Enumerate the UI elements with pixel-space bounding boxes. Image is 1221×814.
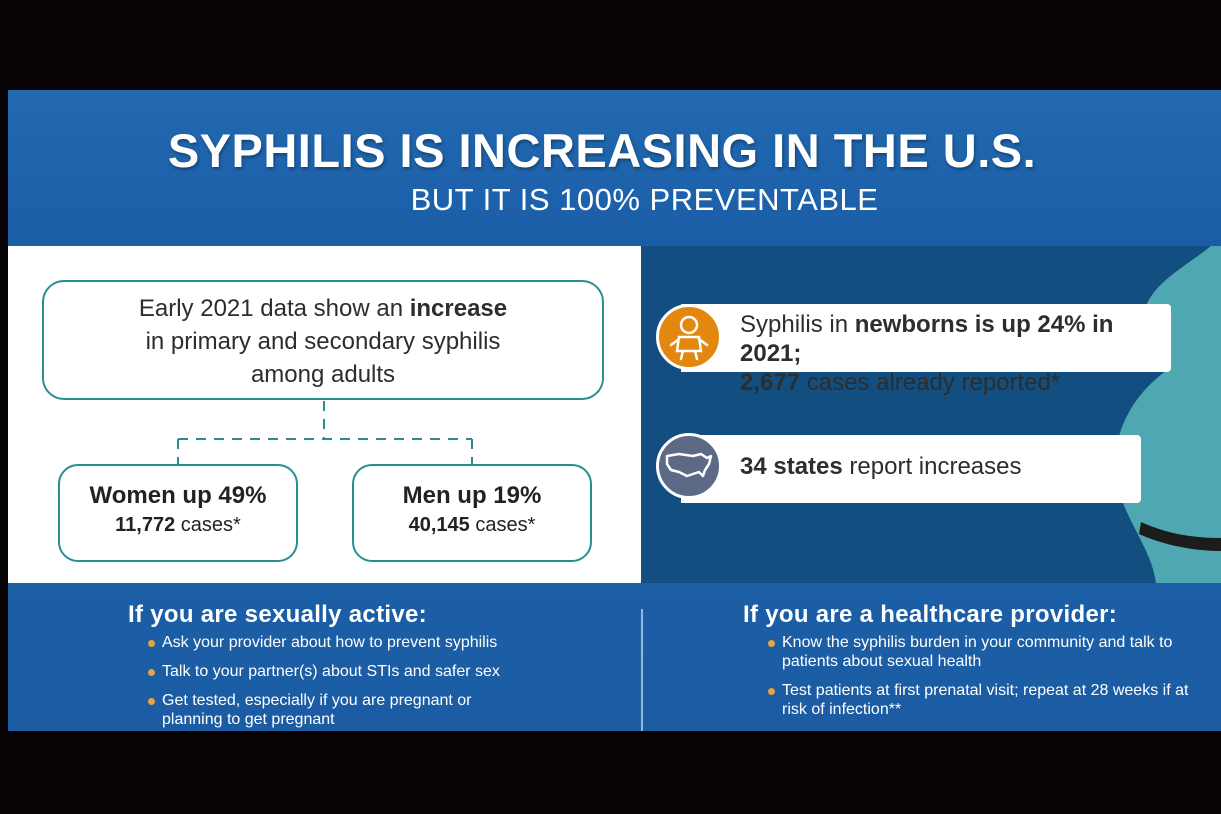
men-cases: 40,145 cases* [354,514,590,537]
list-item-text: Ask your provider about how to prevent s… [162,634,498,651]
bullet-icon [768,640,775,647]
provider-heading: If you are a healthcare provider: [743,601,1118,628]
adult-cases-panel: Early 2021 data show an increase in prim… [8,246,641,583]
newborn-line-2: 2,677 cases already reported* [740,368,1171,397]
women-stat-box: Women up 49% 11,772 cases* [58,464,298,562]
women-count: 11,772 [115,514,176,536]
sexually-active-list: Ask your provider about how to prevent s… [148,633,618,731]
bullet-icon [768,688,775,695]
us-map-icon [656,433,722,499]
newborn-suffix: cases already reported* [800,369,1061,396]
summary-line-1-prefix: Early 2021 data show an [138,295,410,322]
baby-icon [656,304,722,370]
newborn-banner: Syphilis in newborns is up 24% in 2021; … [681,304,1171,396]
women-cases: 11,772 cases* [60,514,296,537]
sexually-active-heading: If you are sexually active: [128,601,427,628]
list-item-text: Test patients at first prenatal visit; r… [782,682,1189,718]
summary-line-1: Early 2021 data show an increase [44,292,602,325]
list-item: Know the syphilis burden in your communi… [768,633,1202,671]
page-title: SYPHILIS IS INCREASING IN THE U.S. [167,124,1037,177]
men-stat-box: Men up 19% 40,145 cases* [352,464,592,562]
provider-list: Know the syphilis burden in your communi… [768,633,1208,729]
list-item: Get tested, especially if you are pregna… [148,691,502,729]
newborn-line-1: Syphilis in newborns is up 24% in 2021; [740,310,1171,368]
list-item: Ask your provider about how to prevent s… [148,633,618,652]
summary-line-2: in primary and secondary syphilis [145,328,501,355]
infographic: SYPHILIS IS INCREASING IN THE U.S. BUT I… [8,90,1221,731]
list-item-text: Talk to your partner(s) about STIs and s… [162,663,500,680]
page-subtitle: BUT IT IS 100% PREVENTABLE [410,182,879,217]
list-item: Talk to your partner(s) about STIs and s… [148,662,618,681]
states-suffix: report increases [842,453,1022,480]
pregnant-figure-illustration [1115,246,1221,583]
newborn-bold: newborns is up 24% in 2021; [740,311,1114,367]
men-count: 40,145 [408,514,470,536]
list-item-text: Know the syphilis burden in your communi… [782,634,1173,670]
men-headline: Men up 19% [402,482,542,509]
women-count-suffix: cases* [175,514,241,536]
list-item-text: Get tested, especially if you are pregna… [162,692,472,728]
women-headline: Women up 49% [89,482,267,509]
column-divider [641,609,643,731]
bullet-icon [148,698,155,705]
list-item: Test patients at first prenatal visit; r… [768,681,1202,719]
header-banner: SYPHILIS IS INCREASING IN THE U.S. BUT I… [8,90,1221,246]
bullet-icon [148,640,155,647]
summary-line-1-bold: increase [409,295,508,322]
men-count-suffix: cases* [469,514,536,536]
newborn-count: 2,677 [740,369,801,396]
states-bold: 34 states [740,453,843,480]
newborn-states-panel: Syphilis in newborns is up 24% in 2021; … [641,246,1221,583]
newborn-prefix: Syphilis in [740,311,855,338]
states-banner: 34 states report increases [681,435,1141,503]
recommendations-section: If you are sexually active: Ask your pro… [8,583,1221,731]
summary-box: Early 2021 data show an increase in prim… [42,280,604,400]
dashed-connector [177,401,473,464]
bullet-icon [148,669,155,676]
summary-line-3: among adults [250,361,396,388]
